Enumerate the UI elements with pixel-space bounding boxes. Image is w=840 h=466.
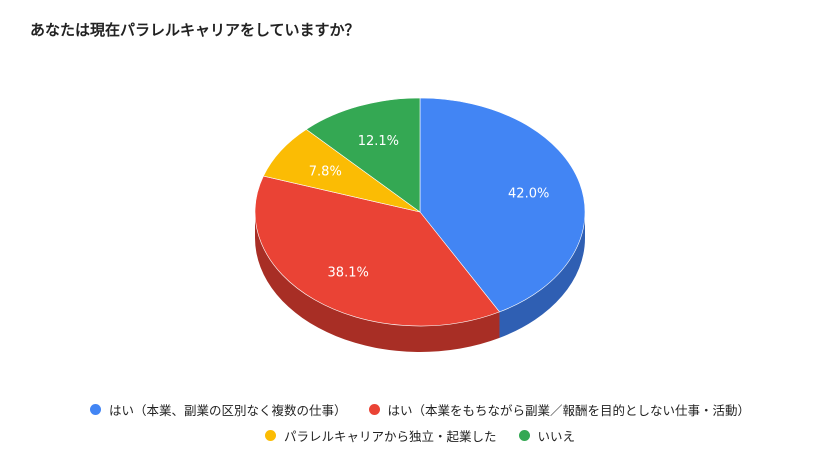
- pie-slice-side: [255, 212, 500, 353]
- legend-dot-icon: [368, 403, 380, 415]
- chart-title: あなたは現在パラレルキャリアをしていますか？: [30, 21, 360, 39]
- slice-data-label: 38.1%: [328, 266, 369, 281]
- legend-label: いいえ: [537, 428, 576, 444]
- legend-item[interactable]: はい（本業、副業の区別なく複数の仕事）: [89, 400, 347, 419]
- legend-label: はい（本業、副業の区別なく複数の仕事）: [108, 402, 347, 418]
- pie-slice[interactable]: [419, 97, 586, 313]
- legend-dot-icon: [264, 429, 276, 441]
- pie-chart: 42.0% 38.1% 7.8% 12.1%: [254, 97, 586, 353]
- slice-data-label: 42.0%: [508, 187, 549, 202]
- pie-slice[interactable]: [254, 175, 500, 327]
- legend-label: はい（本業をもちながら副業／報酬を目的としない仕事・活動）: [387, 402, 751, 418]
- legend-dot-icon: [518, 429, 530, 441]
- legend-item[interactable]: はい（本業をもちながら副業／報酬を目的としない仕事・活動）: [368, 400, 751, 419]
- legend-item[interactable]: パラレルキャリアから独立・起業した: [264, 426, 497, 445]
- legend-label: パラレルキャリアから独立・起業した: [283, 428, 497, 444]
- legend-row: はい（本業、副業の区別なく複数の仕事） はい（本業をもちながら副業／報酬を目的と…: [0, 398, 840, 420]
- pie-slice[interactable]: [305, 97, 421, 213]
- legend: はい（本業、副業の区別なく複数の仕事） はい（本業をもちながら副業／報酬を目的と…: [0, 398, 840, 450]
- legend-dot-icon: [89, 403, 101, 415]
- pie-slice-side: [499, 212, 585, 338]
- legend-item[interactable]: いいえ: [518, 426, 576, 445]
- slice-data-label: 12.1%: [358, 134, 399, 149]
- legend-row: パラレルキャリアから独立・起業した いいえ: [0, 424, 840, 446]
- slice-data-label: 7.8%: [309, 165, 342, 180]
